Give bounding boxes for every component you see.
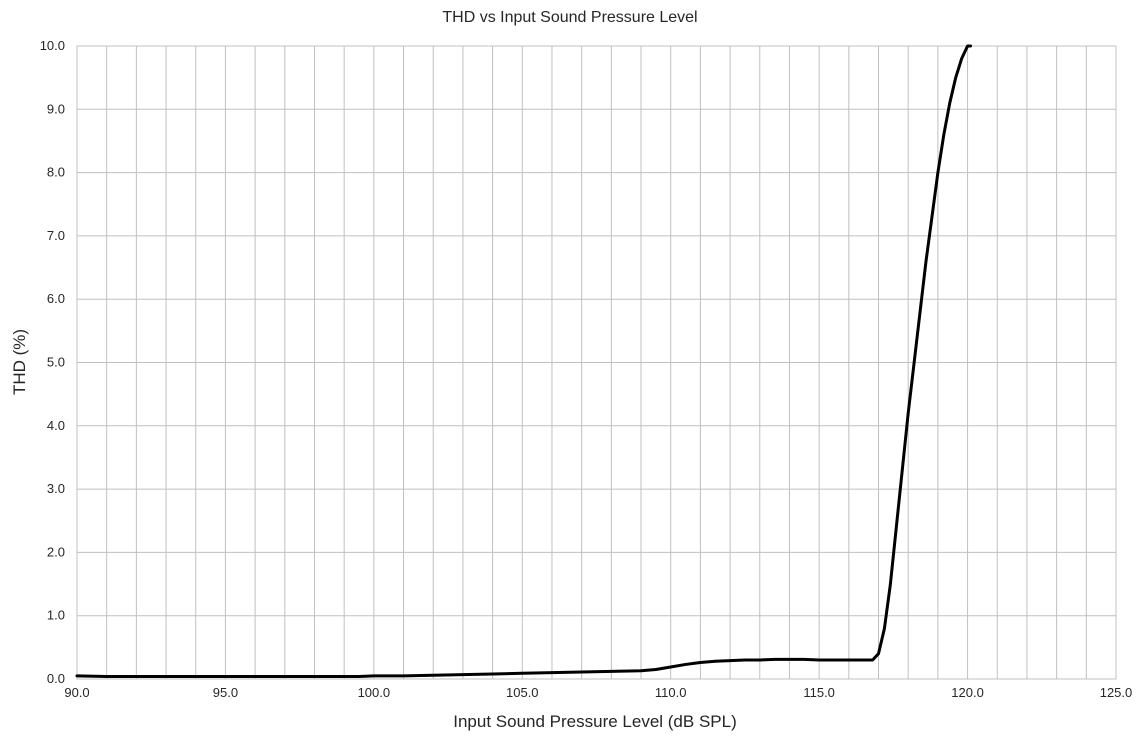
x-tick-label: 120.0 bbox=[951, 685, 984, 700]
x-tick-label: 115.0 bbox=[803, 685, 835, 700]
y-tick-label: 9.0 bbox=[47, 101, 65, 116]
y-tick-label: 8.0 bbox=[47, 165, 65, 180]
x-tick-label: 125.0 bbox=[1100, 685, 1133, 700]
y-tick-label: 0.0 bbox=[47, 671, 65, 686]
x-tick-label: 105.0 bbox=[506, 685, 539, 700]
y-tick-label: 7.0 bbox=[47, 228, 65, 243]
y-tick-labels: 0.0 1.0 2.0 3.0 4.0 5.0 6.0 7.0 8.0 9.0 10.0 bbox=[40, 38, 65, 686]
x-tick-label: 110.0 bbox=[655, 685, 687, 700]
thd-series-line bbox=[75, 44, 973, 678]
grid bbox=[76, 45, 1117, 680]
y-tick-label: 1.0 bbox=[47, 608, 65, 623]
chart-title: THD vs Input Sound Pressure Level bbox=[442, 9, 697, 26]
x-tick-labels: 90.0 95.0 100.0 105.0 110.0 115.0 120.0 125.0 bbox=[64, 685, 1132, 700]
x-tick-label: 100.0 bbox=[358, 685, 391, 700]
y-tick-label: 3.0 bbox=[47, 481, 65, 496]
series-group bbox=[75, 44, 973, 678]
y-tick-label: 5.0 bbox=[47, 355, 65, 370]
y-tick-label: 2.0 bbox=[47, 544, 65, 559]
y-tick-label: 6.0 bbox=[47, 291, 65, 306]
y-tick-label: 4.0 bbox=[47, 418, 65, 433]
x-axis-label: Input Sound Pressure Level (dB SPL) bbox=[453, 712, 737, 731]
plot-border bbox=[76, 45, 1117, 680]
x-tick-label: 95.0 bbox=[213, 685, 238, 700]
plot-frame bbox=[76, 45, 1117, 680]
y-tick-label: 10.0 bbox=[40, 38, 65, 53]
x-tick-label: 90.0 bbox=[64, 685, 89, 700]
y-axis-label: THD (%) bbox=[10, 329, 29, 395]
